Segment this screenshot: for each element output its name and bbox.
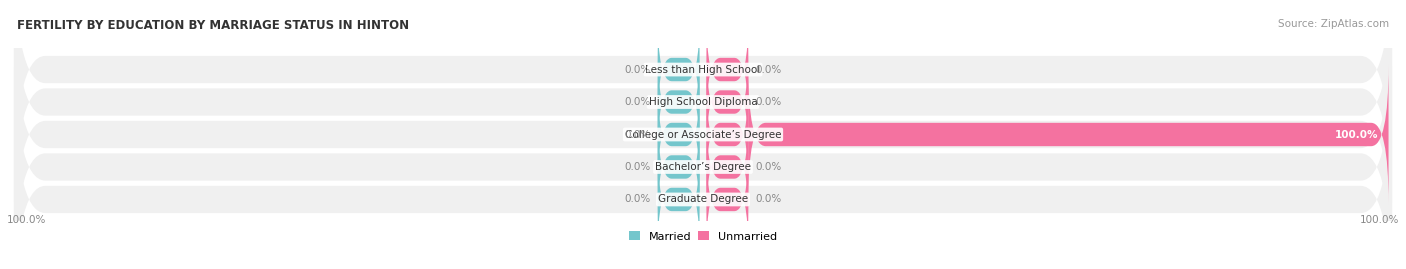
- FancyBboxPatch shape: [658, 146, 700, 253]
- Text: 100.0%: 100.0%: [1334, 129, 1378, 140]
- Text: Graduate Degree: Graduate Degree: [658, 194, 748, 204]
- Text: High School Diploma: High School Diploma: [648, 97, 758, 107]
- FancyBboxPatch shape: [706, 81, 748, 188]
- Text: Source: ZipAtlas.com: Source: ZipAtlas.com: [1278, 19, 1389, 29]
- Text: 0.0%: 0.0%: [624, 162, 651, 172]
- Text: 0.0%: 0.0%: [755, 162, 782, 172]
- FancyBboxPatch shape: [14, 2, 1392, 267]
- Text: College or Associate’s Degree: College or Associate’s Degree: [624, 129, 782, 140]
- Text: 100.0%: 100.0%: [7, 215, 46, 225]
- FancyBboxPatch shape: [706, 16, 748, 123]
- FancyBboxPatch shape: [706, 146, 748, 253]
- Text: Less than High School: Less than High School: [645, 65, 761, 75]
- FancyBboxPatch shape: [706, 49, 748, 155]
- FancyBboxPatch shape: [658, 16, 700, 123]
- Text: 0.0%: 0.0%: [755, 65, 782, 75]
- FancyBboxPatch shape: [14, 0, 1392, 235]
- FancyBboxPatch shape: [658, 81, 700, 188]
- Text: 0.0%: 0.0%: [755, 97, 782, 107]
- Text: 0.0%: 0.0%: [624, 97, 651, 107]
- FancyBboxPatch shape: [658, 49, 700, 155]
- Text: 100.0%: 100.0%: [1360, 215, 1399, 225]
- Text: 0.0%: 0.0%: [624, 129, 651, 140]
- Text: 0.0%: 0.0%: [755, 194, 782, 204]
- FancyBboxPatch shape: [706, 114, 748, 220]
- FancyBboxPatch shape: [748, 65, 1389, 204]
- FancyBboxPatch shape: [14, 0, 1392, 202]
- FancyBboxPatch shape: [14, 34, 1392, 269]
- Text: 0.0%: 0.0%: [624, 194, 651, 204]
- FancyBboxPatch shape: [14, 67, 1392, 269]
- Legend: Married, Unmarried: Married, Unmarried: [624, 227, 782, 246]
- FancyBboxPatch shape: [658, 114, 700, 220]
- Text: 0.0%: 0.0%: [624, 65, 651, 75]
- Text: FERTILITY BY EDUCATION BY MARRIAGE STATUS IN HINTON: FERTILITY BY EDUCATION BY MARRIAGE STATU…: [17, 19, 409, 32]
- Text: Bachelor’s Degree: Bachelor’s Degree: [655, 162, 751, 172]
